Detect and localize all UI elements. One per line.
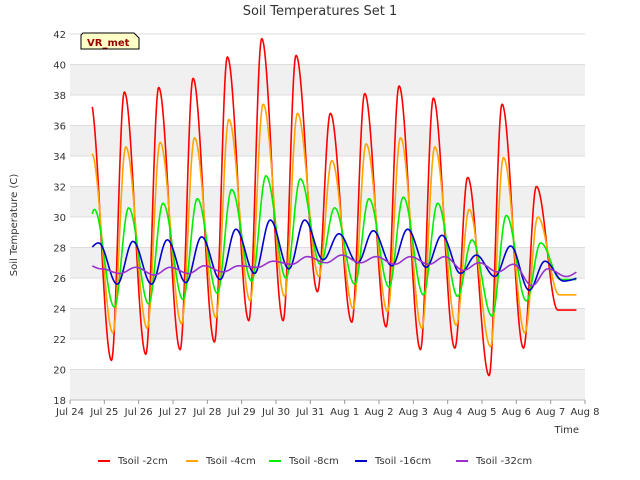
plot-band: [70, 64, 585, 95]
series-line: [91, 37, 577, 377]
y-tick-label: 24: [53, 305, 66, 316]
y-axis: 18 20 22 24 26 28 30 32 34 36 38 40 42: [53, 30, 66, 407]
series-line: [91, 219, 577, 291]
y-tick-label: 26: [53, 274, 66, 285]
y-tick-label: 34: [53, 152, 66, 163]
y-tick-label: 32: [53, 183, 66, 194]
x-tick-label: Jul 31: [295, 407, 324, 418]
legend-label: Tsoil -16cm: [374, 456, 431, 467]
x-tick-label: Jul 30: [261, 407, 290, 418]
y-tick-label: 40: [53, 61, 66, 72]
chart-title: Soil Temperatures Set 1: [243, 4, 398, 19]
legend: Tsoil -2cm Tsoil -4cm Tsoil -8cm Tsoil -16c…: [98, 456, 532, 467]
x-tick-label: Jul 25: [89, 407, 118, 418]
y-tick-label: 28: [53, 244, 66, 255]
x-tick-label: Aug 6: [502, 407, 531, 418]
series-line: [91, 103, 577, 348]
x-tick-label: Aug 4: [433, 407, 462, 418]
x-tick-label: Jul 26: [124, 407, 153, 418]
y-tick-label: 42: [53, 30, 66, 41]
x-axis-label: Time: [554, 425, 579, 436]
legend-label: Tsoil -8cm: [288, 456, 339, 467]
plot-band: [70, 369, 585, 400]
y-tick-label: 38: [53, 91, 66, 102]
x-axis: Jul 24 Jul 25 Jul 26 Jul 27 Jul 28 Jul 29 Jul …: [55, 399, 600, 418]
x-tick-label: Aug 3: [399, 407, 428, 418]
series-line: [91, 254, 577, 287]
x-tick-label: Aug 7: [536, 407, 565, 418]
x-tick-label: Aug 1: [330, 407, 359, 418]
y-tick-label: 18: [53, 396, 66, 407]
x-tick-label: Aug 8: [570, 407, 599, 418]
series-lines: [91, 37, 577, 377]
y-tick-label: 36: [53, 122, 66, 133]
y-tick-label: 22: [53, 335, 66, 346]
x-tick-label: Jul 28: [192, 407, 221, 418]
plot-band: [70, 308, 585, 339]
y-tick-label: 20: [53, 366, 66, 377]
badge-label: VR_met: [87, 38, 130, 49]
x-tick-label: Aug 5: [467, 407, 496, 418]
x-tick-label: Jul 27: [158, 407, 187, 418]
legend-label: Tsoil -4cm: [205, 456, 256, 467]
legend-label: Tsoil -32cm: [475, 456, 532, 467]
legend-label: Tsoil -2cm: [117, 456, 168, 467]
y-axis-label: Soil Temperature (C): [9, 174, 20, 277]
vr-met-badge: VR_met: [80, 32, 140, 50]
x-tick-label: Aug 2: [364, 407, 393, 418]
y-tick-label: 30: [53, 213, 66, 224]
x-tick-label: Jul 24: [55, 407, 84, 418]
x-tick-label: Jul 29: [227, 407, 256, 418]
